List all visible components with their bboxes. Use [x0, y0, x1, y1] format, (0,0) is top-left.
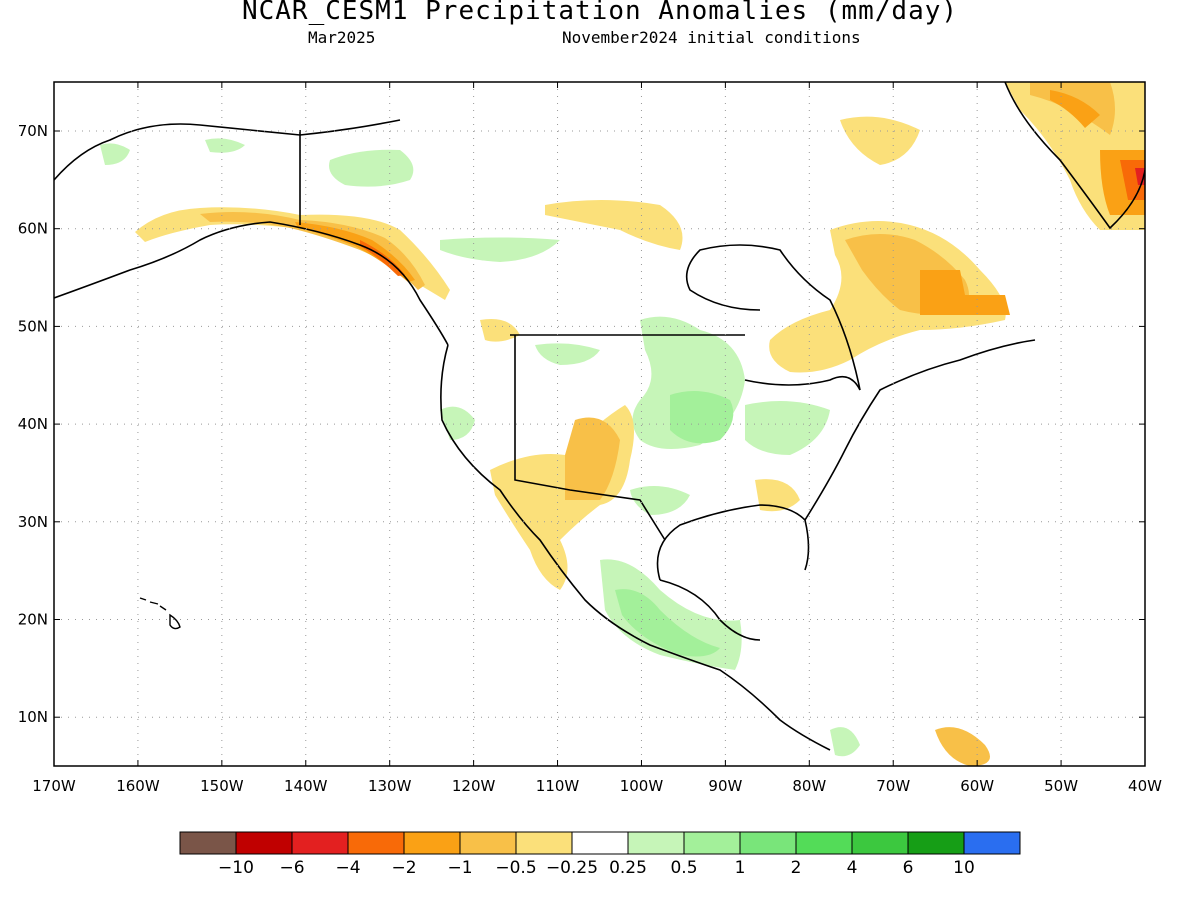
lon-label: 80W [792, 777, 826, 795]
colorbar-swatch [179, 831, 237, 855]
colorbar-label: −0.5 [495, 858, 536, 878]
latitude-labels: 70N 60N 50N 40N 30N 20N 10N [18, 122, 48, 726]
lon-label: 90W [708, 777, 742, 795]
lon-label: 60W [960, 777, 994, 795]
map-title: NCAR_CESM1 Precipitation Anomalies (mm/d… [241, 0, 959, 26]
colorbar-label: 4 [847, 858, 858, 878]
longitude-labels: 170W 160W 150W 140W 130W 120W 110W 100W 90W 80W 70… [32, 777, 1162, 795]
colorbar-labels: −10 −6 −4 −2 −1 −0.5 −0.25 0.25 0.5 1 2 4 6 10 [218, 858, 975, 878]
lat-label: 20N [18, 611, 48, 629]
lat-label: 50N [18, 317, 48, 335]
lon-label: 130W [368, 777, 412, 795]
lat-label: 60N [18, 220, 48, 238]
lat-label: 40N [18, 415, 48, 433]
colorbar-swatch [347, 831, 405, 855]
colorbar-swatch [571, 831, 629, 855]
colorbar-label: −4 [335, 858, 360, 878]
lon-label: 40W [1128, 777, 1162, 795]
colorbar-swatch [291, 831, 349, 855]
axis-ticks [53, 82, 1146, 766]
colorbar-label: 0.25 [609, 858, 647, 878]
lon-label: 120W [452, 777, 496, 795]
colorbar-swatch [515, 831, 573, 855]
lon-label: 150W [200, 777, 244, 795]
lon-label: 170W [32, 777, 76, 795]
lat-label: 70N [18, 122, 48, 140]
colorbar-label: −0.25 [546, 858, 598, 878]
colorbar-label: 2 [791, 858, 802, 878]
colorbar-label: 0.5 [670, 858, 697, 878]
forecast-month: Mar2025 [308, 28, 376, 47]
lon-label: 140W [284, 777, 328, 795]
colorbar-label: −10 [218, 858, 254, 878]
colorbar-label: −1 [447, 858, 472, 878]
colorbar-swatch [235, 831, 293, 855]
colorbar-label: 1 [735, 858, 746, 878]
anomaly-shading [100, 82, 1145, 766]
colorbar-label: −6 [279, 858, 304, 878]
colorbar-swatch [403, 831, 461, 855]
colorbar-swatch [963, 831, 1021, 855]
lon-label: 100W [620, 777, 664, 795]
coastlines [54, 82, 1145, 751]
initial-conditions-label: November2024 initial conditions [562, 28, 861, 47]
colorbar-swatch [851, 831, 909, 855]
lon-label: 160W [116, 777, 160, 795]
lat-label: 30N [18, 513, 48, 531]
colorbar [179, 831, 1021, 855]
colorbar-label: 10 [953, 858, 975, 878]
colorbar-swatch [739, 831, 797, 855]
colorbar-swatch [627, 831, 685, 855]
hawaii-islands [139, 597, 181, 630]
colorbar-swatch [907, 831, 965, 855]
lat-label: 10N [18, 708, 48, 726]
lon-label: 70W [876, 777, 910, 795]
colorbar-swatch [795, 831, 853, 855]
lon-label: 50W [1044, 777, 1078, 795]
colorbar-swatch [683, 831, 741, 855]
colorbar-label: −2 [391, 858, 416, 878]
colorbar-label: 6 [903, 858, 914, 878]
lon-label: 110W [536, 777, 580, 795]
colorbar-swatch [459, 831, 517, 855]
